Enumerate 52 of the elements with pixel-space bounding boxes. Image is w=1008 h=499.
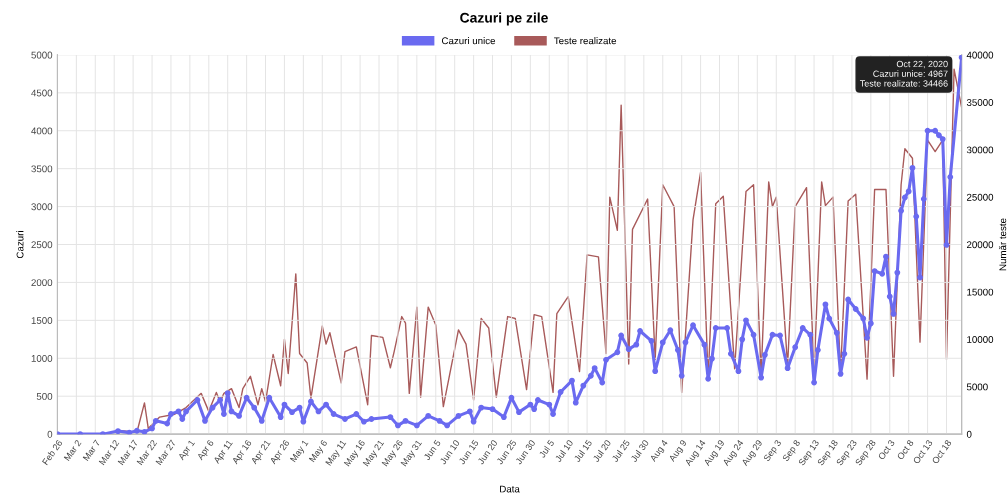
x-axis-title: Data: [500, 485, 520, 493]
y-tick-label: 1500: [31, 317, 53, 324]
x-tick-label: Apr 6: [196, 439, 216, 462]
y2-tick-label: 5000: [966, 383, 988, 391]
legend-label: Cazuri unice: [441, 37, 496, 45]
x-tick-label: Jun 25: [496, 439, 517, 465]
y-tick-label: 3000: [31, 203, 53, 211]
x-tick-label: Jun 20: [477, 439, 498, 465]
x-tick-label: Jul 20: [592, 439, 612, 463]
x-tick-label: Oct 18: [931, 439, 952, 465]
x-tick-label: Mar 2: [63, 439, 82, 462]
y-axis-title: Cazuri: [16, 231, 24, 259]
x-tick-label: Feb 26: [41, 439, 63, 466]
y-tick-label: 500: [36, 392, 53, 400]
x-tick-label: Jul 15: [573, 439, 593, 463]
x-tick-label: Jul 25: [611, 439, 631, 463]
x-tick-label: Oct 3: [877, 439, 895, 461]
y2-tick-label: 20000: [966, 241, 994, 249]
x-tick-label: Sep 3: [763, 439, 783, 463]
x-tick-label: Oct 8: [896, 439, 914, 461]
x-tick-label: Jul 30: [630, 439, 650, 463]
y2-tick-label: 35000: [966, 99, 994, 106]
annotation: Cazuri unice: 4967: [873, 70, 948, 77]
y-tick-label: 5000: [31, 51, 53, 59]
x-tick-label: Apr 1: [177, 439, 197, 462]
x-tick-label: Jun 10: [439, 439, 460, 465]
y-tick-label: 4500: [31, 89, 53, 97]
x-tick-label: Mar 7: [82, 439, 101, 462]
y2-tick-label: 40000: [966, 51, 994, 59]
y-tick-label: 2500: [31, 241, 53, 249]
y2-tick-label: 30000: [966, 146, 994, 154]
annotation: Teste realizate: 34466: [859, 80, 948, 87]
y2-tick-label: 25000: [966, 193, 994, 201]
x-tick-label: Jul 5: [538, 439, 555, 459]
x-tick-label: Jun 30: [515, 439, 536, 465]
chart-title: Cazuri pe zile: [460, 12, 548, 26]
y2-tick-label: 10000: [967, 336, 994, 343]
x-tick-label: Jun 5: [423, 439, 441, 461]
y2-tick-label: 15000: [967, 288, 994, 296]
y-tick-label: 4000: [31, 127, 53, 135]
y-tick-label: 0: [47, 430, 53, 438]
x-tick-label: Aug 4: [649, 439, 670, 464]
x-tick-label: Jun 15: [458, 439, 479, 465]
x-tick-label: Oct 13: [912, 439, 933, 465]
y-tick-label: 3500: [31, 165, 53, 173]
y2-axis-title: Număr teste: [998, 218, 1007, 271]
legend-label: Teste realizate: [554, 37, 617, 45]
x-tick-label: Jul 10: [554, 439, 574, 463]
y-tick-label: 1000: [31, 355, 53, 362]
annotation: Oct 22, 2020: [896, 60, 948, 69]
y2-tick-label: 0: [966, 430, 972, 438]
y-tick-label: 2000: [31, 279, 53, 287]
